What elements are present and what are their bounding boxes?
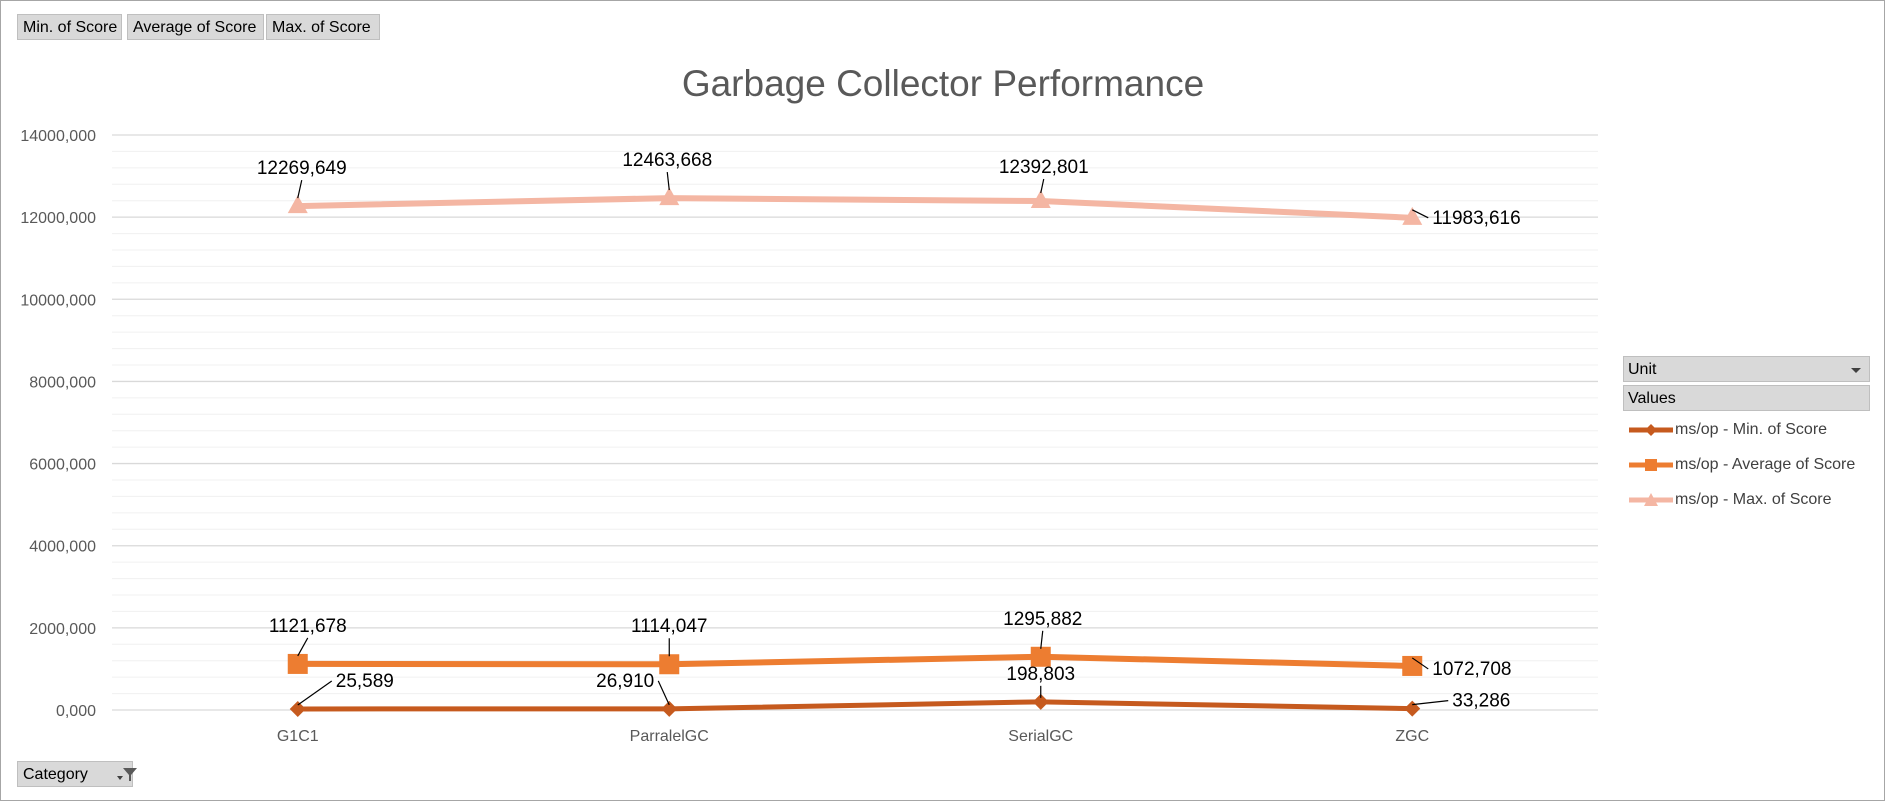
x-tick-label: ParralelGC — [630, 728, 709, 745]
x-tick-label: G1C1 — [277, 728, 319, 745]
series-line-2 — [297, 195, 1413, 221]
y-axis: 0,000 2000,000 4000,000 6000,000 8000,000 100… — [20, 128, 96, 720]
dropdown-arrow-icon — [117, 776, 123, 780]
category-button[interactable]: Category — [17, 761, 137, 787]
y-tick-label: 8000,000 — [29, 374, 96, 391]
data-labels: 25,589 26,910 198,803 33,286 1121,678 1114,04… — [257, 150, 1521, 712]
values-label: Values — [1628, 390, 1676, 407]
chevron-down-icon[interactable] — [1851, 368, 1861, 373]
data-point-diamond — [1032, 693, 1049, 710]
leader-line — [297, 179, 303, 199]
leader-line — [297, 680, 333, 706]
data-point-square — [659, 654, 680, 675]
data-label: 1114,047 — [631, 616, 707, 637]
unit-dropdown[interactable]: Unit — [1623, 356, 1870, 382]
data-point-diamond — [289, 700, 306, 717]
y-tick-label: 14000,000 — [20, 128, 96, 145]
x-tick-label: ZGC — [1395, 728, 1429, 745]
field-button-average-score[interactable]: Average of Score — [127, 14, 264, 40]
y-tick-label: 10000,000 — [20, 292, 96, 309]
leader-line — [657, 680, 670, 706]
data-label: 12463,668 — [622, 150, 712, 171]
y-tick-label: 0,000 — [56, 703, 96, 720]
legend-swatch-max — [1629, 493, 1673, 506]
data-point-diamond — [661, 700, 678, 717]
legend-swatch-average — [1629, 459, 1673, 471]
data-point-triangle — [1402, 206, 1423, 225]
data-label: 1121,678 — [269, 616, 347, 637]
leader-line — [1411, 657, 1429, 670]
legend-label-max: ms/op - Max. of Score — [1675, 491, 1832, 508]
funnel-filter-icon[interactable] — [122, 766, 138, 782]
y-tick-label: 6000,000 — [29, 457, 96, 474]
data-point-triangle — [659, 187, 680, 206]
data-point-triangle — [1030, 190, 1051, 209]
data-label: 1072,708 — [1432, 659, 1511, 680]
y-tick-label: 2000,000 — [29, 621, 96, 638]
data-label: 11983,616 — [1432, 208, 1520, 229]
legend-label-average: ms/op - Average of Score — [1675, 456, 1856, 473]
data-label: 26,910 — [596, 671, 654, 692]
leader-line — [1040, 178, 1045, 194]
leader-line — [666, 172, 670, 191]
x-axis: G1C1 ParralelGC SerialGC ZGC — [277, 728, 1429, 745]
data-point-triangle — [287, 195, 308, 214]
field-button-max-score[interactable]: Max. of Score — [266, 14, 380, 40]
values-header: Values — [1623, 385, 1870, 411]
category-label: Category — [23, 766, 88, 783]
leader-line — [1412, 700, 1449, 706]
data-label: 12269,649 — [257, 158, 347, 179]
legend-label-min: ms/op - Min. of Score — [1675, 421, 1828, 438]
legend-swatch-min — [1629, 424, 1673, 436]
series-layer — [287, 187, 1423, 717]
data-label: 1295,882 — [1003, 609, 1082, 630]
unit-label: Unit — [1628, 361, 1657, 378]
series-line-1 — [297, 653, 1413, 669]
data-point-square — [287, 653, 308, 674]
leader-line — [1411, 209, 1429, 219]
y-tick-label: 4000,000 — [29, 539, 96, 556]
data-label: 12392,801 — [999, 157, 1089, 178]
data-label: 198,803 — [1006, 664, 1075, 685]
data-point-square — [1030, 646, 1051, 667]
field-button-min-score[interactable]: Min. of Score — [17, 14, 122, 40]
data-label: 33,286 — [1452, 691, 1510, 712]
data-point-diamond — [1404, 700, 1421, 717]
leader-line — [297, 637, 309, 657]
x-tick-label: SerialGC — [1008, 728, 1073, 745]
data-label: 25,589 — [336, 671, 394, 692]
data-point-square — [1402, 655, 1423, 676]
y-tick-label: 12000,000 — [20, 210, 96, 227]
chart-title: Garbage Collector Performance — [682, 63, 1204, 104]
series-line-0 — [297, 699, 1413, 712]
leader-line — [1040, 630, 1044, 649]
